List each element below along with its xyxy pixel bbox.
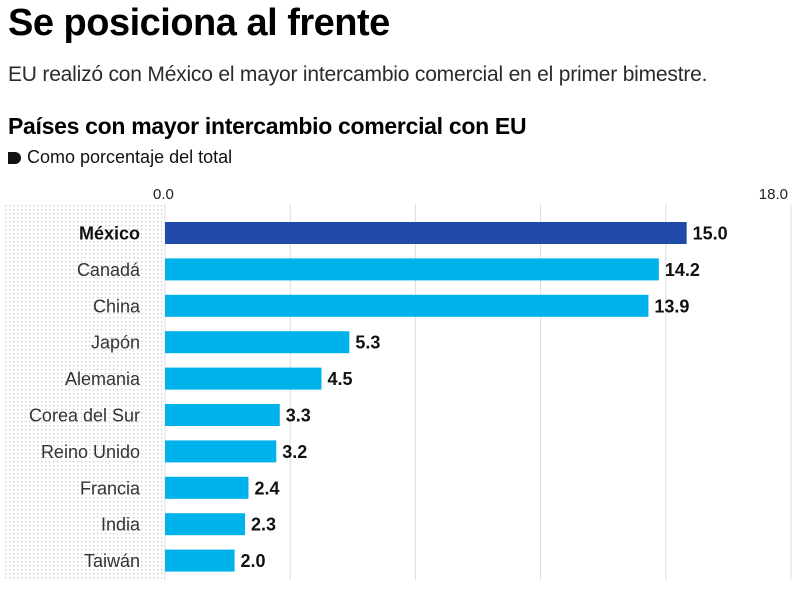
value-label: 2.0: [241, 551, 266, 571]
bar: [165, 404, 280, 426]
bar: [165, 294, 649, 317]
bullet-marker-icon: [8, 152, 21, 164]
value-label: 5.3: [355, 333, 380, 353]
category-label: Japón: [91, 333, 140, 353]
bar: [165, 331, 350, 354]
bar: [165, 476, 249, 499]
bars: México 15.0 Canadá 14.2 China 13.9 Japón 5.3 Ale…: [29, 222, 728, 572]
headline: Se posiciona al frente: [8, 2, 390, 44]
dek: EU realizó con México el mayor intercamb…: [8, 63, 708, 86]
category-label: Corea del Sur: [29, 406, 140, 426]
value-label: 15.0: [693, 224, 728, 244]
chart-title: Países con mayor intercambio comercial c…: [8, 113, 527, 139]
bar: [165, 549, 235, 572]
value-label: 2.3: [251, 515, 276, 535]
tick-label: 18.0: [759, 186, 788, 203]
value-label: 4.5: [328, 369, 353, 389]
value-label: 3.3: [286, 406, 311, 426]
value-label: 2.4: [254, 478, 279, 498]
value-label: 3.2: [282, 442, 307, 462]
category-label: Canadá: [77, 260, 141, 280]
tick-label: 0.0: [153, 186, 174, 203]
category-label: México: [79, 224, 140, 244]
category-label: Taiwán: [84, 551, 140, 571]
label-area-background: [5, 204, 165, 580]
chart-subtitle: Como porcentaje del total: [8, 145, 232, 169]
category-label: Reino Unido: [41, 442, 140, 462]
category-label: Alemania: [65, 369, 141, 389]
bar: [165, 258, 659, 281]
bar: [165, 440, 277, 463]
bar: [165, 367, 322, 390]
chart-subtitle-text: Como porcentaje del total: [27, 147, 233, 167]
axis-ticks: 0.0 18.0: [153, 186, 788, 203]
category-label: India: [101, 515, 141, 535]
category-label: China: [93, 296, 141, 316]
value-label: 14.2: [665, 260, 700, 280]
category-label: Francia: [80, 478, 141, 498]
bar: [165, 513, 245, 536]
value-label: 13.9: [654, 296, 689, 316]
bar: [165, 222, 687, 244]
